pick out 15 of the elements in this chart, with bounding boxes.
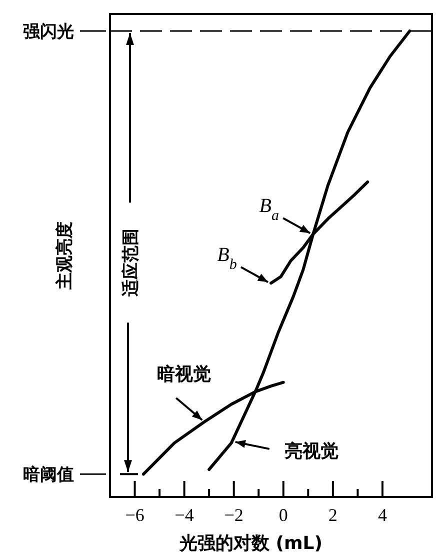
x-tick-label: −2 [224,505,244,525]
x-tick-label: 2 [328,505,338,525]
x-tick-label: −4 [174,505,194,525]
ref-line-label: 暗阈值 [23,465,74,486]
y-axis-title: 主观亮度 [55,222,75,290]
annotation: B$_{a}$ [259,195,279,224]
annotation: B$_{b}$ [217,244,238,274]
x-tick-label: 0 [278,505,288,525]
ref-line-label: 强闪光 [23,22,74,42]
legend-label: 亮视觉 [284,440,338,462]
annotation: 适应范围 [121,228,141,298]
x-tick-label: −6 [125,505,144,525]
x-axis-title: 光强的对数 (mL) [178,533,322,554]
series-label: 暗视觉 [157,364,212,385]
x-tick-label: 4 [378,505,387,525]
